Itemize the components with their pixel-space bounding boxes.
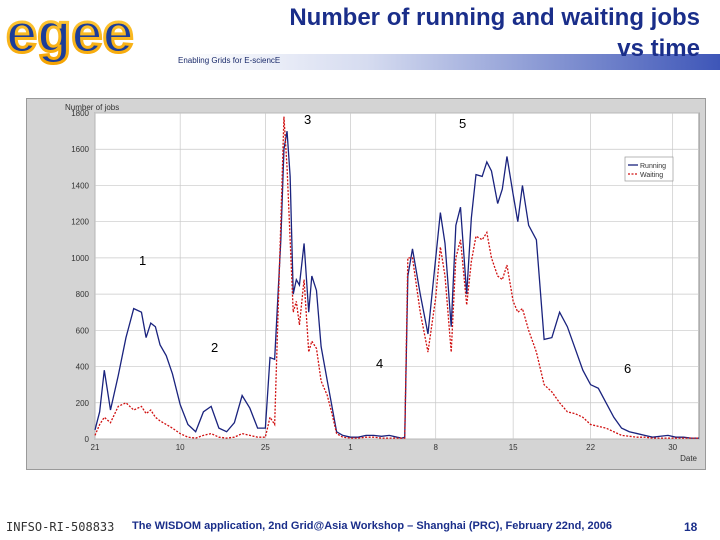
x-tick-label: 1	[348, 443, 353, 452]
y-tick-label: 600	[76, 326, 90, 335]
y-tick-label: 0	[85, 435, 90, 444]
y-axis-label: Number of jobs	[65, 103, 119, 112]
annotation-6: 6	[624, 361, 631, 376]
y-tick-label: 200	[76, 399, 90, 408]
logo-text: egee	[6, 1, 134, 64]
series-line-running	[94, 131, 699, 439]
series-line-waiting	[94, 116, 699, 439]
x-tick-label: 8	[433, 443, 438, 452]
x-tick-label: 22	[586, 443, 595, 452]
y-tick-label: 800	[76, 290, 90, 299]
annotation-1: 1	[139, 253, 146, 268]
legend-label-running: Running	[640, 163, 666, 170]
x-tick-label: 10	[176, 443, 185, 452]
legend-label-waiting: Waiting	[640, 172, 663, 179]
x-tick-label: 15	[509, 443, 518, 452]
y-tick-label: 1800	[71, 109, 89, 118]
x-axis-label: Date	[680, 454, 697, 463]
annotation-4: 4	[376, 356, 383, 371]
y-tick-label: 1600	[71, 145, 89, 154]
page-number: 18	[684, 520, 698, 534]
annotation-3: 3	[304, 112, 311, 127]
x-tick-label: 25	[261, 443, 270, 452]
y-tick-label: 1000	[71, 254, 89, 263]
slide-title: Number of running and waiting jobs vs ti…	[180, 2, 700, 64]
footer-project-id: INFSO-RI-508833	[6, 520, 115, 534]
slide-footer: INFSO-RI-508833 The WISDOM application, …	[0, 512, 720, 540]
tagline: Enabling Grids for E-sciencE	[178, 56, 281, 65]
annotation-2: 2	[211, 340, 218, 355]
footer-text: The WISDOM application, 2nd Grid@Asia Wo…	[132, 520, 612, 532]
legend-box	[624, 156, 674, 182]
annotation-5: 5	[459, 116, 466, 131]
egee-logo-mark: egee	[0, 0, 176, 68]
header-band	[176, 54, 720, 70]
y-tick-label: 1400	[71, 181, 89, 190]
slide-title-line1: Number of running and waiting jobs	[289, 4, 700, 31]
y-tick-label: 1200	[71, 218, 89, 227]
y-tick-label: 400	[76, 363, 90, 372]
chart-frame: 0 200 400 600 800 1000 1200 1400 1600 1800 21 10 25 1…	[26, 98, 706, 470]
slide-title-line2: vs time	[617, 35, 700, 62]
x-tick-label: 21	[91, 443, 100, 452]
slide-header: egee Enabling Grids for E-sciencE Number…	[0, 0, 720, 76]
x-tick-label: 30	[668, 443, 677, 452]
egee-logo: egee	[0, 0, 176, 68]
plot-area	[94, 112, 700, 440]
